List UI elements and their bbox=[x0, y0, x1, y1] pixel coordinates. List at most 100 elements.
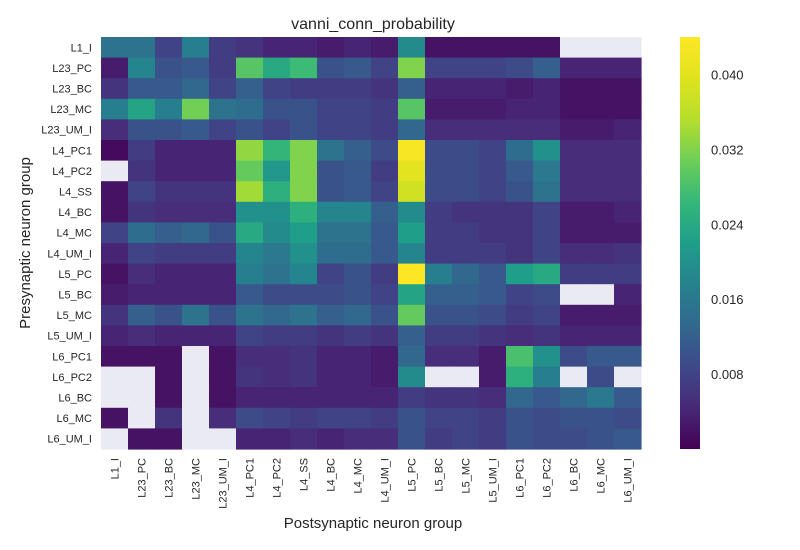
heatmap-cell bbox=[479, 140, 507, 162]
column-tick-label: L23_MC bbox=[191, 458, 203, 500]
x-axis-label: Postsynaptic neuron group bbox=[284, 515, 462, 532]
heatmap-cell bbox=[398, 57, 426, 79]
heatmap-cell bbox=[371, 304, 399, 326]
heatmap-cell bbox=[614, 243, 642, 265]
heatmap-cell bbox=[128, 366, 156, 388]
heatmap-cell bbox=[263, 201, 291, 223]
row-tick-label: L4_SS bbox=[59, 187, 92, 199]
heatmap-cell bbox=[398, 201, 426, 223]
row-tick-label: L6_MC bbox=[57, 413, 93, 425]
heatmap-cell bbox=[317, 304, 345, 326]
heatmap-cell bbox=[587, 181, 615, 203]
heatmap-cell bbox=[128, 201, 156, 223]
heatmap-cell bbox=[317, 160, 345, 182]
colorbar-tick-label: 0.032 bbox=[711, 142, 744, 157]
heatmap-cell bbox=[371, 98, 399, 120]
heatmap-cell bbox=[398, 346, 426, 368]
heatmap-cell bbox=[290, 37, 318, 59]
heatmap-cell bbox=[560, 57, 588, 79]
column-tick-label: L4_PC1 bbox=[245, 458, 257, 498]
heatmap-cell bbox=[506, 428, 534, 450]
heatmap-cell bbox=[506, 78, 534, 100]
heatmap-cell bbox=[101, 57, 129, 79]
heatmap-cell bbox=[371, 243, 399, 265]
heatmap-cell bbox=[209, 366, 237, 388]
heatmap-cell bbox=[533, 346, 561, 368]
heatmap-cell bbox=[101, 407, 129, 429]
heatmap-cell bbox=[398, 181, 426, 203]
heatmap-cell bbox=[209, 304, 237, 326]
column-tick-label: L4_BC bbox=[326, 458, 338, 492]
heatmap-cell bbox=[425, 366, 453, 388]
heatmap-cell bbox=[614, 263, 642, 285]
heatmap-cell bbox=[236, 428, 264, 450]
heatmap-cell bbox=[101, 325, 129, 347]
heatmap-cell bbox=[101, 284, 129, 306]
heatmap-cell bbox=[398, 407, 426, 429]
heatmap-cell bbox=[128, 407, 156, 429]
heatmap-cell bbox=[101, 263, 129, 285]
heatmap-cell bbox=[236, 387, 264, 409]
heatmap-cell bbox=[209, 201, 237, 223]
heatmap-cell bbox=[155, 366, 183, 388]
heatmap-cell bbox=[398, 325, 426, 347]
column-tick-label: L6_PC1 bbox=[515, 458, 527, 498]
heatmap-cell bbox=[128, 160, 156, 182]
heatmap-cell bbox=[452, 37, 480, 59]
heatmap-cell bbox=[317, 37, 345, 59]
heatmap-cell bbox=[128, 78, 156, 100]
heatmap-cell bbox=[290, 201, 318, 223]
heatmap-cell bbox=[533, 57, 561, 79]
heatmap-cell bbox=[101, 222, 129, 244]
heatmap-cell bbox=[479, 346, 507, 368]
heatmap-cell bbox=[182, 304, 210, 326]
column-tick-label: L6_UM_I bbox=[623, 458, 635, 503]
heatmap-cell bbox=[587, 98, 615, 120]
heatmap-cell bbox=[263, 98, 291, 120]
heatmap-cell bbox=[182, 222, 210, 244]
heatmap-cell bbox=[533, 366, 561, 388]
heatmap-cell bbox=[263, 284, 291, 306]
heatmap-cell bbox=[371, 325, 399, 347]
heatmap-cell bbox=[398, 304, 426, 326]
heatmap-cell bbox=[614, 181, 642, 203]
heatmap-cell bbox=[290, 263, 318, 285]
heatmap-cell bbox=[425, 140, 453, 162]
heatmap-cell bbox=[425, 263, 453, 285]
heatmap-cell bbox=[344, 428, 372, 450]
heatmap-cell bbox=[560, 325, 588, 347]
heatmap-cell bbox=[425, 181, 453, 203]
column-tick-label: L4_UM_I bbox=[380, 458, 392, 503]
row-tick-label: L6_UM_I bbox=[47, 434, 92, 446]
heatmap-cell bbox=[371, 37, 399, 59]
heatmap-cell bbox=[101, 119, 129, 141]
heatmap-cell bbox=[182, 387, 210, 409]
heatmap-cell bbox=[317, 407, 345, 429]
heatmap-cell bbox=[317, 119, 345, 141]
heatmap-cell bbox=[182, 98, 210, 120]
heatmap-cell bbox=[614, 140, 642, 162]
heatmap-cell bbox=[479, 201, 507, 223]
row-tick-label: L6_PC1 bbox=[52, 351, 92, 363]
heatmap-cell bbox=[425, 57, 453, 79]
heatmap-cell bbox=[344, 346, 372, 368]
heatmap-cell bbox=[128, 284, 156, 306]
heatmap-cell bbox=[587, 222, 615, 244]
colorbar-tick-label: 0.008 bbox=[711, 367, 744, 382]
heatmap-cell bbox=[128, 37, 156, 59]
column-tick-label: L23_BC bbox=[164, 458, 176, 498]
row-tick-label: L5_PC bbox=[58, 269, 92, 281]
heatmap-cell bbox=[263, 119, 291, 141]
heatmap-cell bbox=[263, 222, 291, 244]
heatmap-cell bbox=[398, 37, 426, 59]
heatmap-cell bbox=[317, 222, 345, 244]
heatmap-cell bbox=[371, 387, 399, 409]
heatmap-cell bbox=[101, 140, 129, 162]
heatmap-cell bbox=[209, 222, 237, 244]
heatmap-cell bbox=[128, 387, 156, 409]
heatmap-cell bbox=[533, 428, 561, 450]
heatmap-cell bbox=[506, 346, 534, 368]
heatmap-cell bbox=[209, 140, 237, 162]
column-tick-label: L23_UM_I bbox=[218, 458, 230, 509]
